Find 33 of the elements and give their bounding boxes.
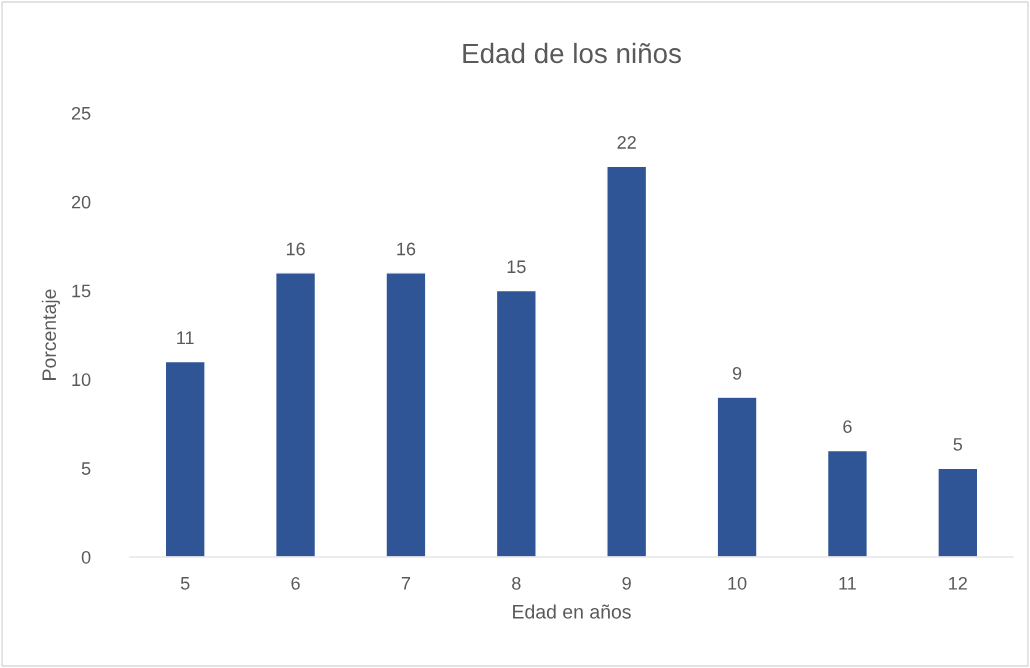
chart-title: Edad de los niños — [463, 42, 681, 64]
x-axis-title: Edad en años — [513, 604, 631, 619]
y-tick-label: 10 — [72, 373, 91, 387]
x-tick-label: 6 — [291, 576, 300, 590]
bar — [164, 360, 206, 557]
bar — [495, 289, 537, 557]
y-tick-label: 25 — [71, 106, 91, 120]
x-tick-label: 7 — [401, 577, 411, 590]
y-axis-title: Porcentaje — [41, 289, 60, 380]
x-tick-label: 10 — [728, 576, 747, 590]
bar — [937, 467, 979, 557]
data-label: 15 — [507, 260, 526, 274]
x-tick-label: 5 — [180, 577, 190, 590]
data-label: 5 — [953, 438, 963, 451]
data-label: 6 — [843, 420, 852, 433]
data-label: 16 — [397, 242, 416, 256]
data-label: 22 — [617, 136, 636, 149]
x-tick-label: 11 — [839, 577, 856, 590]
x-tick-label: 8 — [512, 576, 521, 590]
data-label: 9 — [732, 366, 742, 380]
y-tick-label: 15 — [72, 284, 91, 298]
y-tick-label: 5 — [81, 462, 91, 475]
data-label: 11 — [177, 331, 194, 344]
bar — [385, 272, 427, 557]
y-tick-label: 20 — [71, 195, 91, 209]
x-tick-label: 12 — [949, 576, 967, 590]
y-tick-label: 0 — [81, 550, 91, 564]
bar — [606, 165, 648, 557]
bar — [275, 272, 317, 557]
bar — [716, 396, 758, 557]
bar — [826, 449, 869, 557]
data-label: 16 — [286, 242, 305, 256]
x-tick-label: 9 — [622, 576, 631, 590]
